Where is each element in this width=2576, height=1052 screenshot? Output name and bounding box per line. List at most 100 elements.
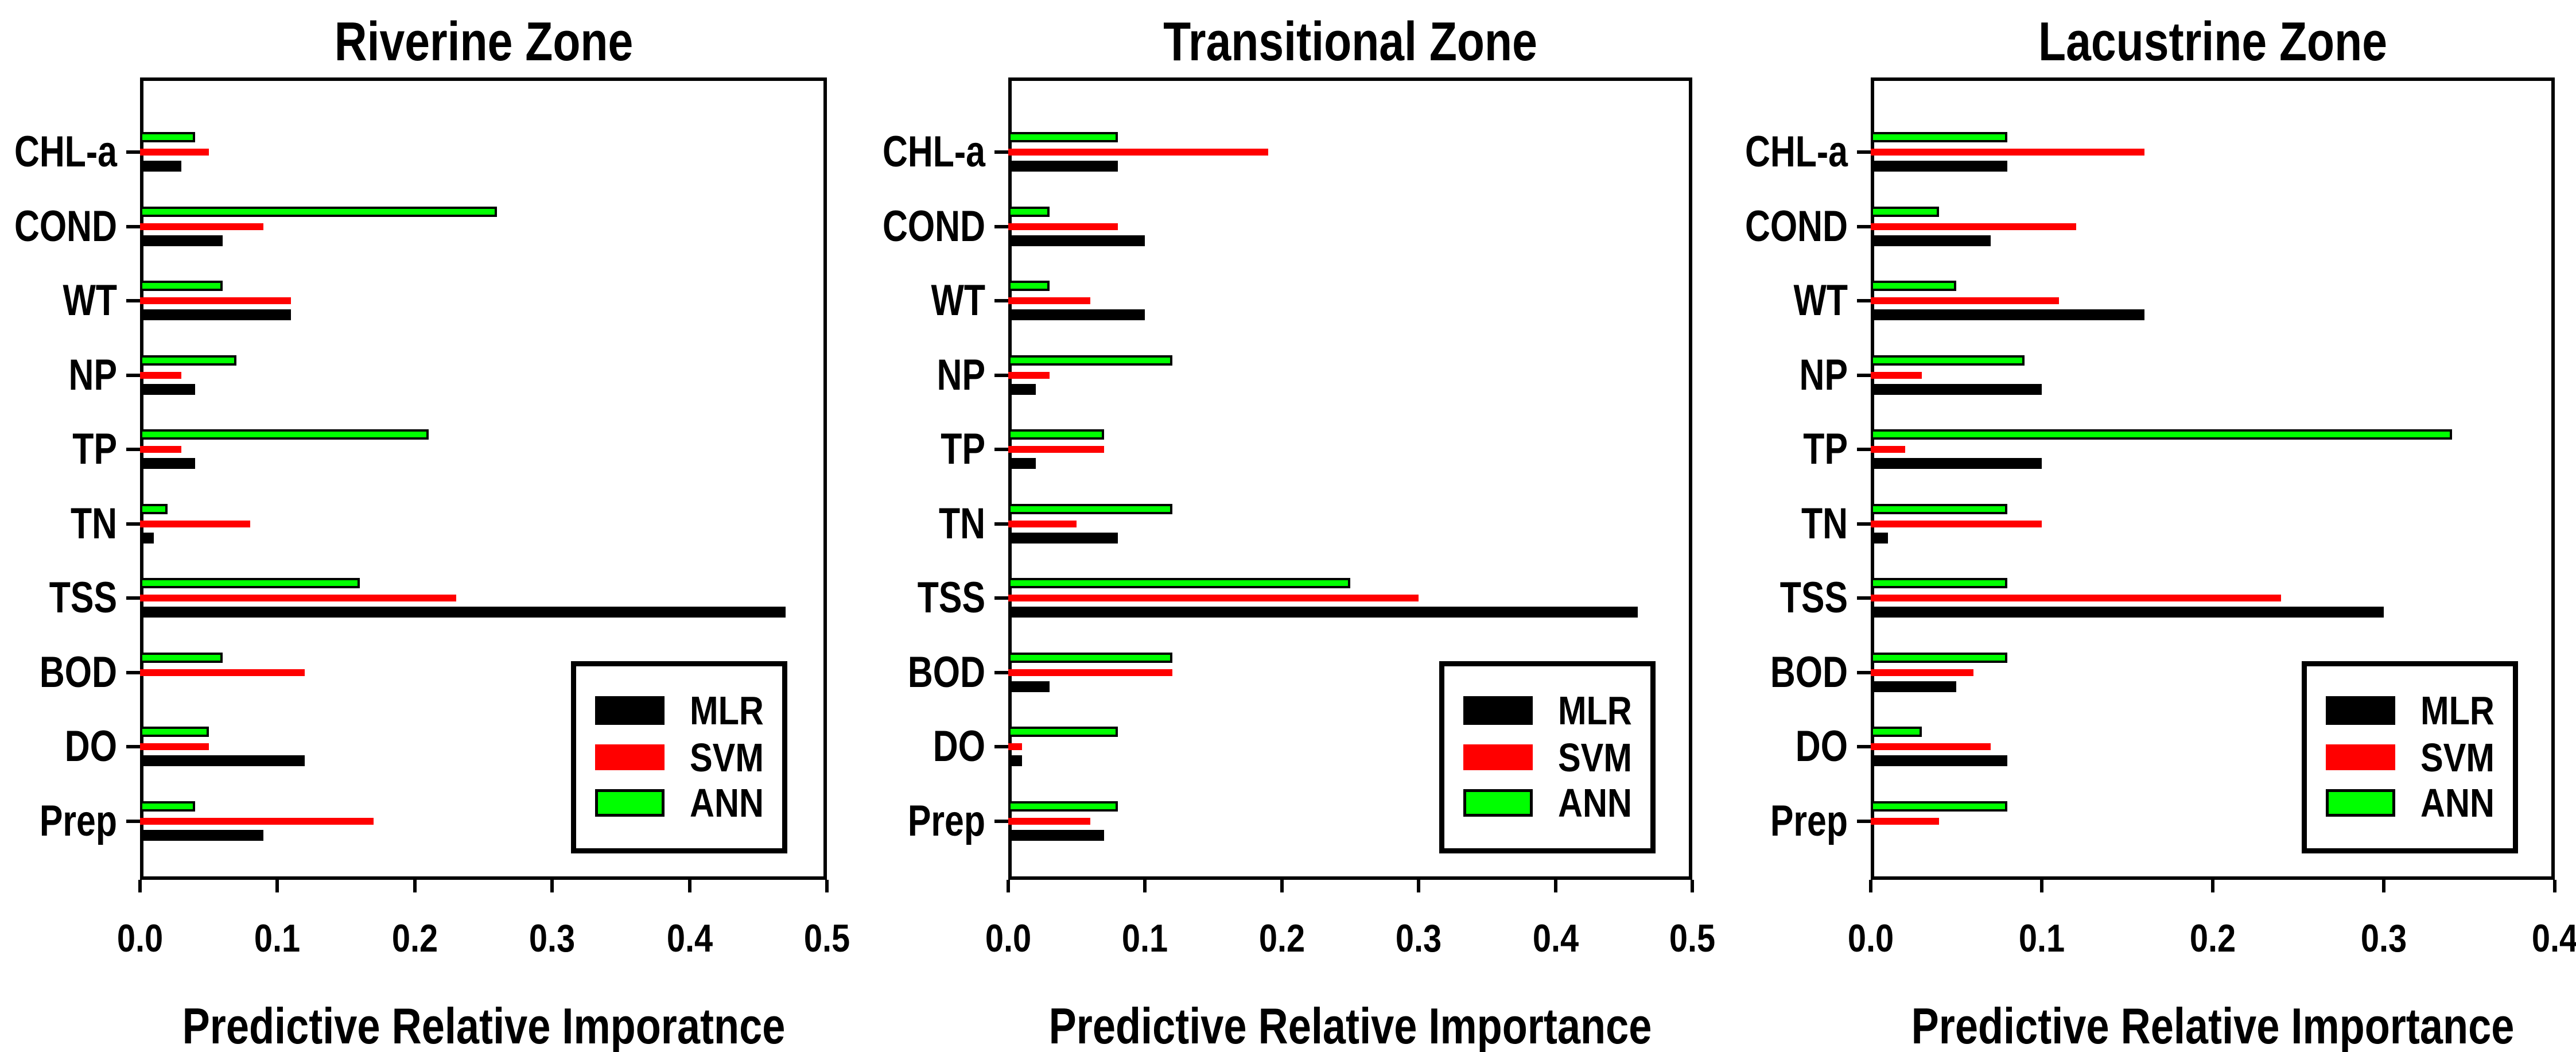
- bar-mlr-prep: [140, 829, 264, 841]
- x-tick-label: 0.1: [2018, 917, 2065, 960]
- bar-mlr-bod: [140, 681, 143, 692]
- bar-svm-do: [1871, 743, 1991, 750]
- bar-svm-tss: [140, 595, 456, 601]
- bar-svm-prep: [1008, 817, 1091, 825]
- bar-ann-do: [1008, 727, 1118, 737]
- legend-swatch-svm: [2326, 744, 2395, 770]
- x-tick-label: 0.2: [391, 917, 438, 960]
- bar-mlr-tn: [1008, 532, 1118, 544]
- y-tick: [1857, 150, 1871, 154]
- bar-ann-cond: [1008, 206, 1050, 217]
- legend-label-mlr: MLR: [1558, 688, 1632, 733]
- y-tick: [994, 224, 1008, 228]
- bar-mlr-tp: [1008, 458, 1036, 469]
- y-tick: [1857, 373, 1871, 377]
- bar-svm-np: [1871, 371, 1922, 379]
- x-tick-label: 0.2: [1258, 917, 1305, 960]
- bar-ann-prep: [1008, 801, 1118, 812]
- bar-svm-tn: [1008, 520, 1077, 527]
- bar-svm-wt: [1871, 297, 2059, 304]
- x-tick: [1553, 880, 1557, 892]
- legend-swatch-ann: [2326, 789, 2395, 817]
- x-axis-label: Predictive Relative Importance: [1048, 997, 1652, 1052]
- bar-mlr-wt: [1008, 309, 1145, 320]
- bar-mlr-tss: [1871, 607, 2384, 618]
- y-tick: [126, 819, 140, 823]
- legend-label-svm: SVM: [1558, 735, 1632, 780]
- category-label-cond: COND: [882, 201, 985, 251]
- bar-ann-tss: [1008, 578, 1350, 588]
- bar-ann-bod: [140, 652, 223, 663]
- legend-swatch-mlr: [1463, 696, 1533, 725]
- bar-svm-tss: [1871, 595, 2282, 601]
- bar-ann-do: [140, 727, 209, 737]
- y-tick: [126, 522, 140, 526]
- y-tick: [126, 448, 140, 451]
- x-tick-label: 0.3: [1396, 917, 1442, 960]
- category-label-chl-a: CHL-a: [14, 127, 117, 176]
- category-label-np: NP: [937, 350, 985, 399]
- bar-svm-tn: [1871, 520, 2042, 527]
- category-label-bod: BOD: [907, 647, 985, 697]
- category-label-tss: TSS: [917, 573, 985, 622]
- category-label-tn: TN: [938, 499, 985, 548]
- x-axis-label: Predictive Relative Imporatnce: [182, 997, 785, 1052]
- x-tick: [825, 880, 829, 892]
- bar-mlr-np: [1008, 383, 1036, 395]
- bar-svm-tp: [1871, 446, 1905, 453]
- bar-svm-tp: [1008, 446, 1104, 453]
- bar-ann-prep: [1871, 801, 2008, 812]
- bar-mlr-do: [140, 755, 305, 766]
- bar-svm-tss: [1008, 595, 1419, 601]
- y-tick: [126, 224, 140, 228]
- bar-svm-tp: [140, 446, 181, 453]
- x-tick: [275, 880, 279, 892]
- bar-ann-tss: [140, 578, 360, 588]
- category-label-wt: WT: [931, 276, 985, 325]
- x-tick-label: 0.5: [803, 917, 850, 960]
- bar-mlr-np: [1871, 383, 2042, 395]
- chart-title: Riverine Zone: [334, 11, 633, 72]
- x-tick: [1143, 880, 1147, 892]
- bar-svm-prep: [1871, 817, 1940, 825]
- bar-ann-np: [140, 355, 236, 366]
- y-tick: [994, 670, 1008, 674]
- bar-svm-wt: [1008, 297, 1091, 304]
- y-tick: [126, 373, 140, 377]
- x-tick-label: 0.0: [985, 917, 1032, 960]
- x-tick-label: 0.0: [1847, 917, 1894, 960]
- bar-ann-np: [1008, 355, 1173, 366]
- x-tick-label: 0.3: [529, 917, 576, 960]
- x-axis-label: Predictive Relative Importance: [1911, 997, 2515, 1052]
- category-label-chl-a: CHL-a: [882, 127, 985, 176]
- x-tick-label: 0.4: [1532, 917, 1579, 960]
- bar-mlr-chl-a: [1008, 161, 1118, 172]
- y-tick: [126, 670, 140, 674]
- y-tick: [994, 150, 1008, 154]
- bar-svm-tn: [140, 520, 250, 527]
- category-label-prep: Prep: [907, 796, 985, 845]
- category-label-chl-a: CHL-a: [1744, 127, 1848, 176]
- x-tick: [413, 880, 417, 892]
- bar-svm-chl-a: [1008, 149, 1268, 156]
- x-tick: [2382, 880, 2385, 892]
- bar-mlr-np: [140, 383, 195, 395]
- bar-ann-np: [1871, 355, 2025, 366]
- bar-mlr-wt: [140, 309, 292, 320]
- y-tick: [126, 745, 140, 748]
- category-label-tss: TSS: [1780, 573, 1848, 622]
- y-tick: [126, 596, 140, 600]
- x-tick-label: 0.3: [2360, 917, 2407, 960]
- bar-mlr-bod: [1008, 681, 1050, 692]
- x-tick: [1007, 880, 1010, 892]
- legend-label-svm: SVM: [2420, 735, 2495, 780]
- category-label-prep: Prep: [39, 796, 117, 845]
- x-tick-label: 0.4: [2531, 917, 2576, 960]
- y-tick: [126, 150, 140, 154]
- y-tick: [994, 299, 1008, 302]
- x-tick-label: 0.4: [666, 917, 713, 960]
- legend-swatch-ann: [1463, 789, 1533, 817]
- bar-mlr-prep: [1871, 829, 1874, 841]
- x-tick: [2040, 880, 2043, 892]
